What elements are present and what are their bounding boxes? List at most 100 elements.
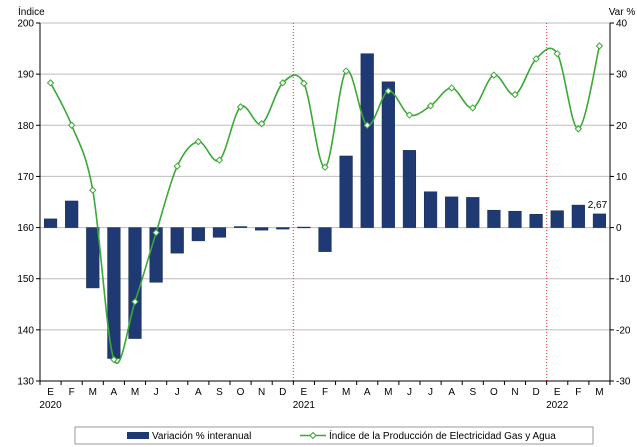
line-point-marker bbox=[152, 228, 160, 237]
x-tick-label: J bbox=[154, 387, 159, 398]
bar bbox=[423, 191, 438, 228]
left-axis-title: Índice bbox=[18, 5, 45, 18]
bar bbox=[487, 209, 501, 228]
bar bbox=[65, 200, 79, 228]
bar bbox=[550, 210, 564, 228]
legend-bar-label: Variación % interanual bbox=[152, 431, 251, 442]
line-point-marker bbox=[110, 355, 118, 364]
left-tick-label: 190 bbox=[17, 70, 34, 81]
line-point-marker bbox=[257, 120, 266, 128]
data-labels: 2,67 bbox=[588, 200, 608, 211]
x-tick-label: A bbox=[448, 387, 455, 398]
legend-line-label: Índice de la Producción de Electricidad … bbox=[329, 429, 556, 442]
bar bbox=[212, 227, 227, 238]
bar bbox=[191, 227, 205, 242]
x-tick-label: O bbox=[237, 387, 245, 398]
x-tick-label: A bbox=[111, 387, 118, 398]
x-tick-label: D bbox=[532, 387, 539, 398]
x-tick-label: S bbox=[216, 387, 223, 398]
line-point-marker bbox=[300, 79, 308, 88]
right-tick-label: -20 bbox=[616, 325, 631, 336]
bar bbox=[381, 81, 395, 228]
line-point-marker bbox=[173, 162, 181, 170]
left-tick-label: 150 bbox=[17, 274, 34, 285]
line-point-marker bbox=[532, 55, 540, 63]
bar bbox=[360, 53, 374, 228]
bar bbox=[233, 226, 248, 228]
series-line bbox=[49, 45, 601, 364]
year-label: 2020 bbox=[39, 400, 62, 411]
bar bbox=[86, 227, 100, 289]
line-point-marker bbox=[342, 67, 350, 75]
left-tick-label: 180 bbox=[17, 121, 34, 132]
bar bbox=[297, 226, 311, 229]
x-tick-label: F bbox=[322, 387, 328, 398]
bar bbox=[445, 196, 459, 228]
x-tick-label: O bbox=[490, 387, 498, 398]
x-tick-label: M bbox=[89, 387, 97, 398]
gridlines bbox=[40, 22, 610, 381]
line-point-marker bbox=[363, 121, 371, 129]
left-tick-label: 170 bbox=[17, 172, 34, 183]
x-tick-label: A bbox=[364, 387, 371, 398]
left-tick-label: 140 bbox=[17, 325, 34, 336]
line-point-marker bbox=[511, 90, 519, 99]
bar bbox=[508, 210, 522, 228]
x-tick-label: J bbox=[407, 387, 412, 398]
x-tick-label: A bbox=[195, 387, 202, 398]
right-tick-label: 40 bbox=[616, 19, 628, 30]
line-point-marker bbox=[89, 186, 97, 194]
bar bbox=[43, 218, 58, 228]
x-tick-label: D bbox=[279, 387, 286, 398]
x-tick-label: S bbox=[469, 387, 476, 398]
line-point-marker bbox=[67, 121, 76, 129]
x-tick-label: M bbox=[342, 387, 350, 398]
line-point-marker bbox=[490, 71, 498, 79]
line-point-marker bbox=[279, 79, 287, 87]
bar bbox=[276, 227, 290, 230]
x-tick-label: J bbox=[428, 387, 433, 398]
line-point-marker bbox=[574, 125, 583, 133]
right-axis-title: Var % bbox=[609, 7, 636, 18]
line-point-marker bbox=[447, 84, 456, 92]
legend: Variación % interanual Índice de la Produ… bbox=[74, 426, 594, 445]
left-tick-label: 160 bbox=[17, 223, 34, 234]
line-point-marker bbox=[215, 156, 224, 164]
x-tick-label: E bbox=[554, 387, 561, 398]
x-tick-label: J bbox=[175, 387, 180, 398]
x-tick-label: E bbox=[47, 387, 54, 398]
line-point-marker bbox=[469, 104, 477, 112]
bar-series bbox=[43, 53, 607, 359]
bar bbox=[529, 214, 543, 228]
line-point-marker bbox=[426, 102, 435, 110]
line-point-marker bbox=[236, 103, 245, 111]
x-tick-label: F bbox=[69, 387, 75, 398]
bar bbox=[592, 213, 607, 228]
bar bbox=[571, 204, 585, 228]
legend-bar-swatch bbox=[127, 432, 149, 439]
line-point-marker bbox=[131, 298, 139, 306]
x-tick-label: M bbox=[384, 387, 392, 398]
line-point-marker bbox=[553, 49, 561, 58]
year-label: 2021 bbox=[293, 400, 316, 411]
x-tick-label: M bbox=[131, 387, 139, 398]
bar bbox=[318, 227, 332, 252]
x-tick-label: M bbox=[595, 387, 603, 398]
line-point-marker bbox=[595, 42, 604, 50]
right-tick-label: -10 bbox=[616, 274, 631, 285]
year-label: 2022 bbox=[546, 400, 569, 411]
right-tick-label: 0 bbox=[616, 223, 622, 234]
bar bbox=[255, 227, 269, 231]
axes: 130 140 150 160 170 180 190 200 -30 -20 -10 0 10 20 30… bbox=[17, 5, 635, 411]
bar bbox=[170, 227, 184, 254]
right-tick-label: 10 bbox=[616, 172, 628, 183]
right-tick-label: -30 bbox=[616, 377, 631, 388]
left-tick-label: 200 bbox=[17, 19, 34, 30]
legend-line-marker bbox=[309, 431, 317, 440]
line-point-marker bbox=[46, 79, 55, 87]
right-tick-label: 20 bbox=[616, 121, 628, 132]
line-point-marker bbox=[321, 163, 329, 171]
bar bbox=[339, 155, 353, 228]
left-tick-label: 130 bbox=[17, 377, 34, 388]
